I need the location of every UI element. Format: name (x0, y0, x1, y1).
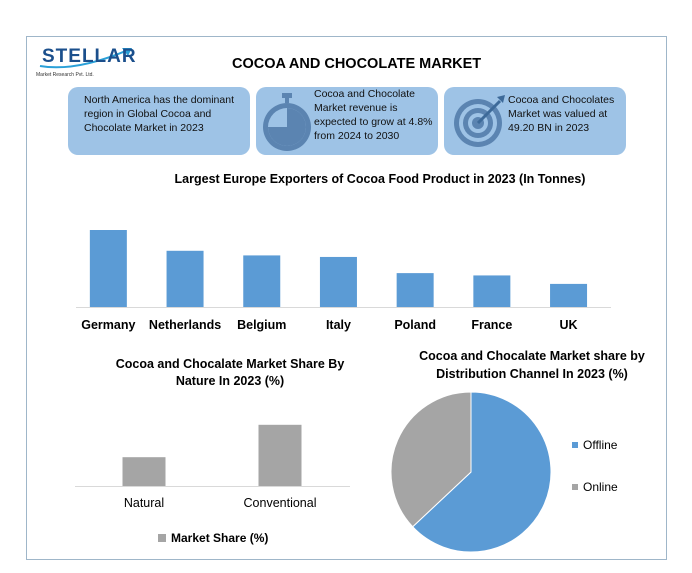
bar-conventional (258, 424, 302, 486)
x-tick-belgium: Belgium (237, 318, 286, 332)
x-tick-germany: Germany (81, 318, 135, 332)
bar-netherlands (166, 250, 204, 307)
x-tick-italy: Italy (326, 318, 351, 332)
x-tick-uk: UK (560, 318, 578, 332)
pie-slice-offline (411, 391, 552, 553)
legend-swatch-market-share (158, 534, 166, 542)
info-box-growth: Cocoa and Chocolate Market revenue is ex… (256, 87, 438, 155)
exporters-bar-chart: Germany Netherlands Belgium Italy Poland Fran… (76, 230, 611, 332)
x-tick-conventional: Conventional (244, 496, 317, 510)
legend-label-market-share: Market Share (%) (171, 531, 269, 545)
pie-slice-online (390, 391, 472, 528)
logo-subtitle: Market Research Pvt. Ltd. (36, 72, 94, 78)
nature-chart-title: Cocoa and Chocalate Market Share By Natu… (115, 357, 345, 388)
pie-legend-online: Online (572, 480, 618, 494)
nature-chart-legend: Market Share (%) (158, 531, 268, 545)
pie-legend-offline: Offline (572, 438, 617, 452)
stellar-logo: STELLAR Market Research Pvt. Ltd. (36, 44, 136, 84)
info-box-value-text: Cocoa and Chocolates Market was valued a… (508, 94, 615, 134)
info-box-growth-text: Cocoa and Chocolate Market revenue is ex… (314, 88, 433, 142)
info-box-value: Cocoa and Chocolates Market was valued a… (444, 87, 626, 155)
bar-natural (122, 457, 166, 486)
x-tick-france: France (471, 318, 512, 332)
x-tick-poland: Poland (394, 318, 436, 332)
legend-label-offline: Offline (583, 438, 618, 452)
logo-text: STELLAR (42, 46, 137, 67)
distribution-pie-chart (390, 391, 552, 553)
exporters-chart-title: Largest Europe Exporters of Cocoa Food P… (174, 172, 586, 186)
logo-swoosh-icon (39, 48, 132, 69)
stopwatch-icon (263, 93, 311, 151)
infographic-frame (26, 36, 667, 560)
legend-label-online: Online (583, 480, 618, 494)
bar-uk (550, 283, 588, 307)
page-title: COCOA AND CHOCOLATE MARKET (232, 56, 482, 72)
legend-swatch-online (572, 484, 578, 490)
distribution-chart-title: Cocoa and Chocalate Market share by Dist… (419, 349, 645, 381)
info-box-region: North America has the dominant region in… (68, 87, 250, 155)
bar-france (473, 275, 511, 307)
bar-poland (396, 273, 434, 307)
nature-bar-chart: Natural Conventional (75, 424, 350, 510)
target-icon (454, 95, 505, 147)
bar-italy (319, 256, 357, 307)
x-tick-natural: Natural (124, 496, 164, 510)
legend-swatch-offline (572, 442, 578, 448)
x-tick-netherlands: Netherlands (149, 318, 221, 332)
bar-germany (89, 230, 127, 307)
info-box-region-text: North America has the dominant region in… (84, 94, 234, 134)
bar-belgium (243, 255, 281, 307)
